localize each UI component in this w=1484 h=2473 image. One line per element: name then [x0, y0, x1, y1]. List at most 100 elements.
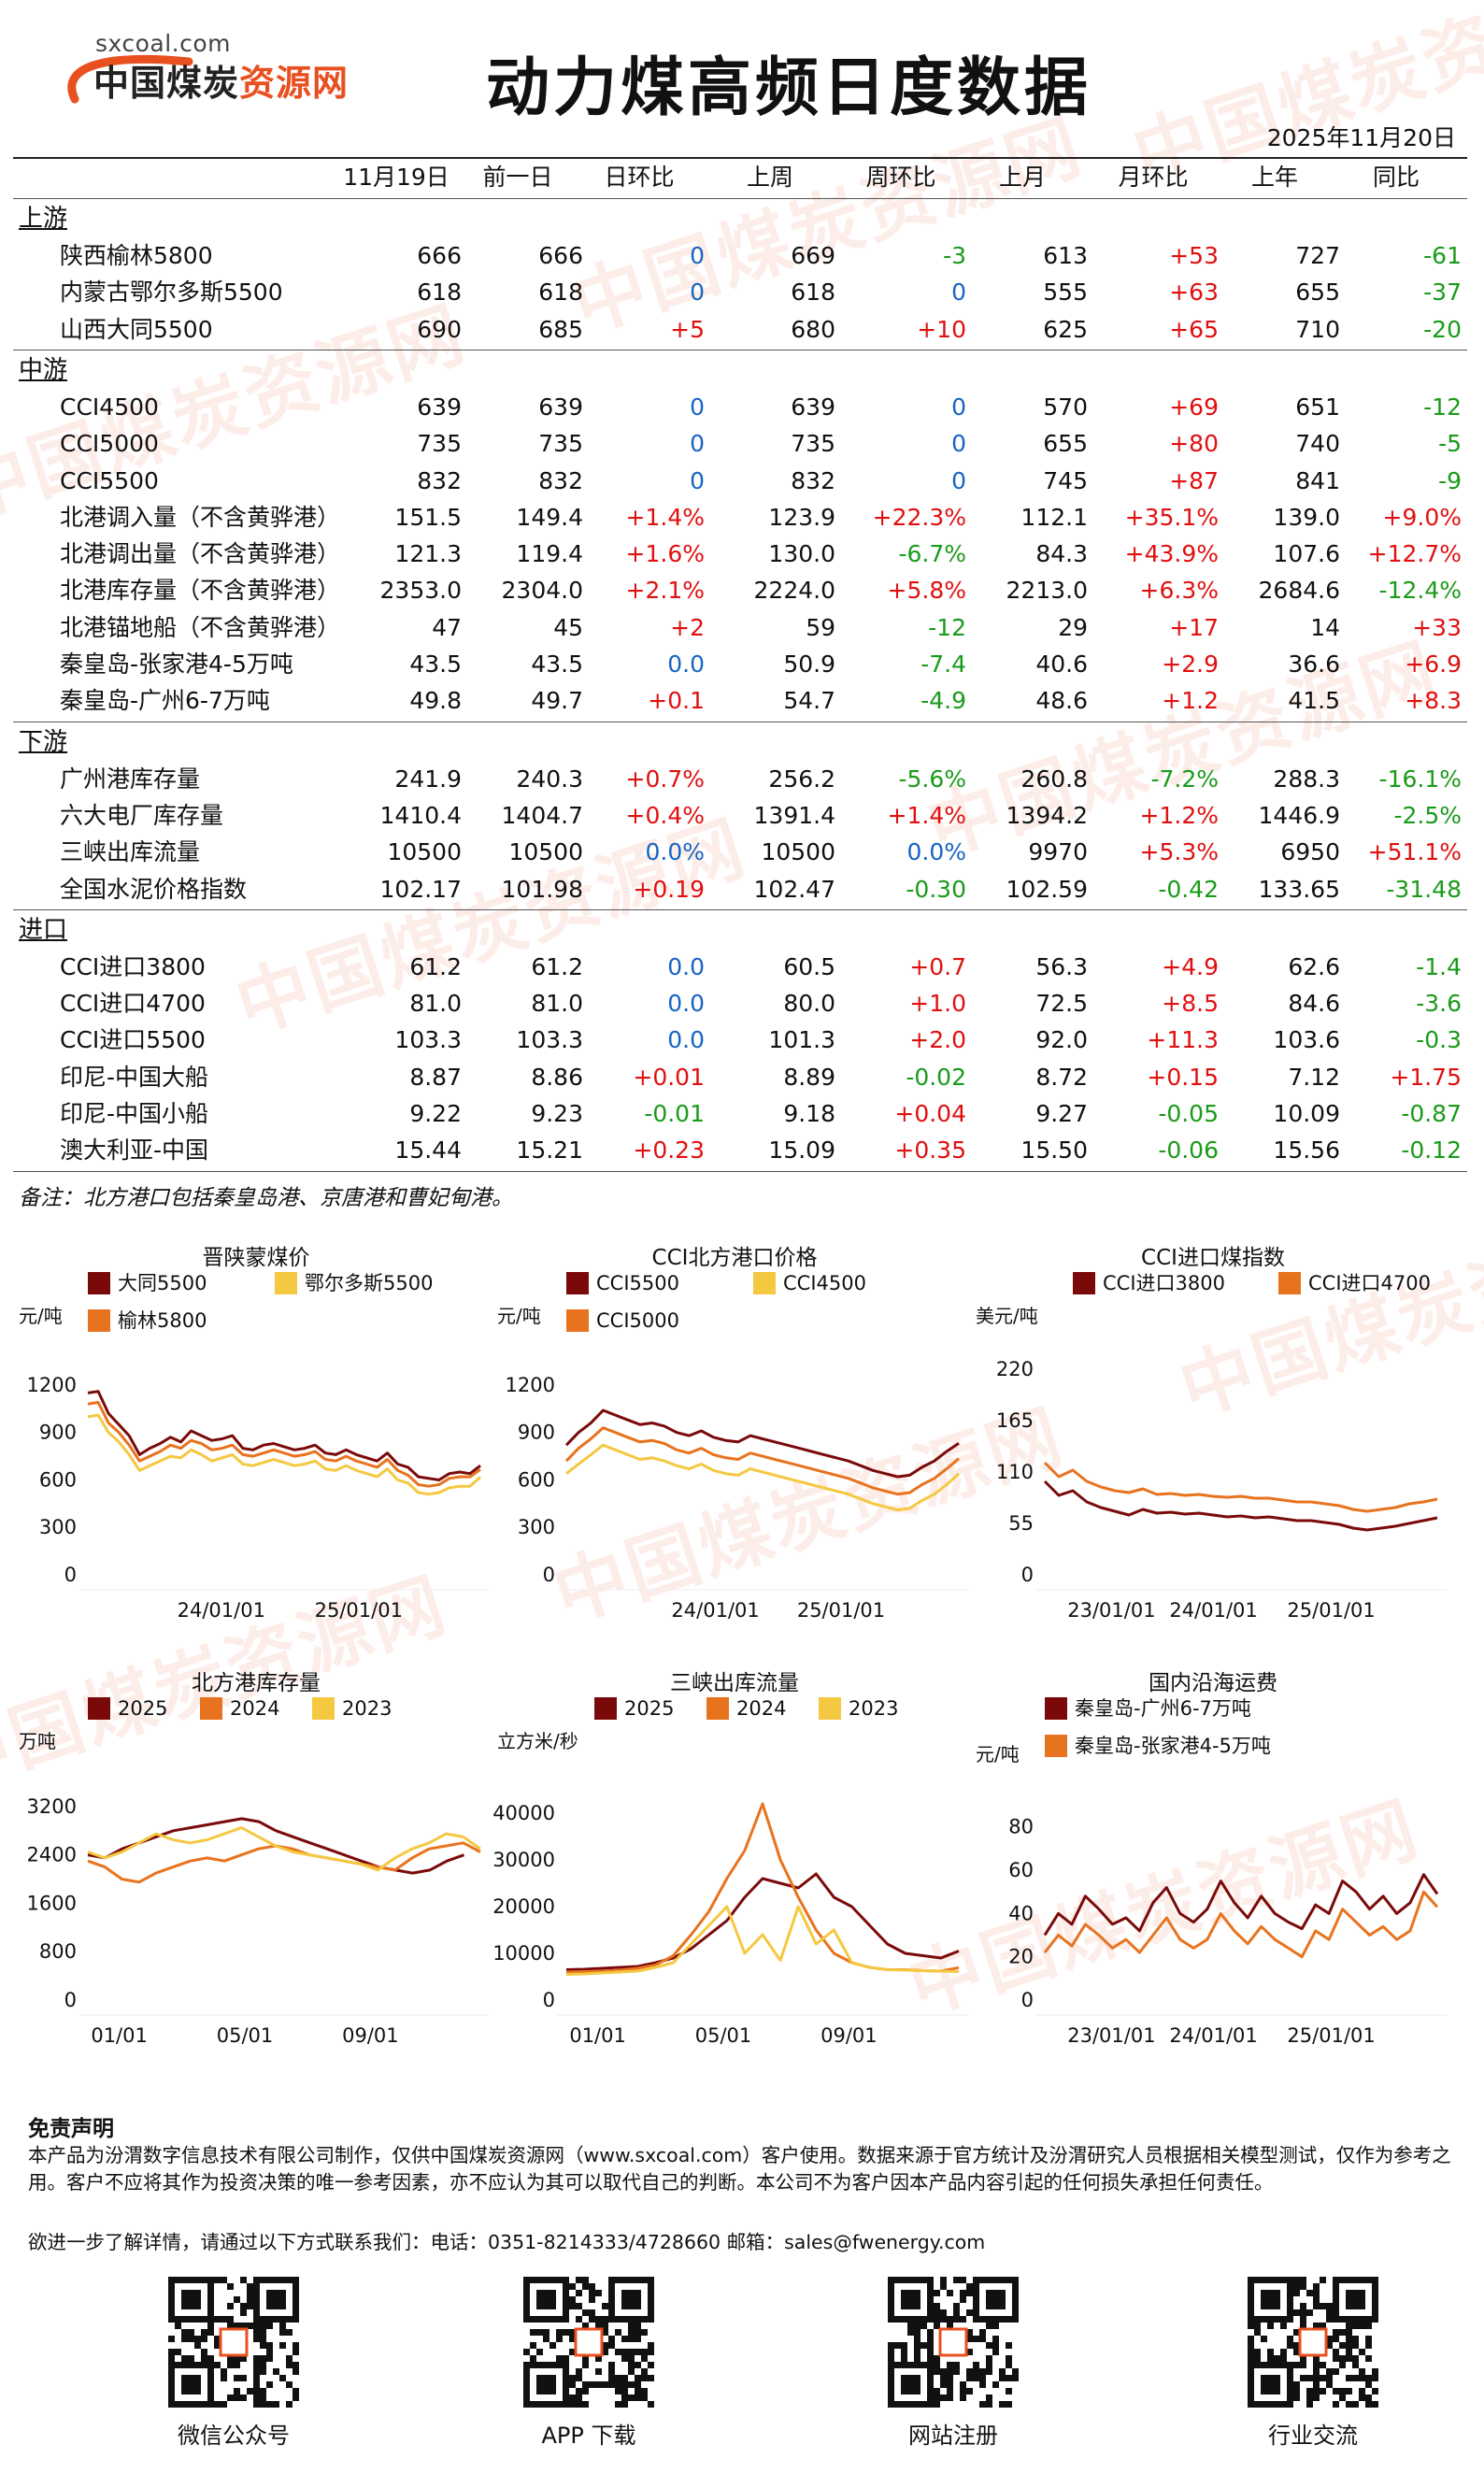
chart-title: 三峡出库流量 — [670, 1671, 799, 1695]
chart-plot: 1200 900 600 300 0 24/01/01 25/01/01 — [27, 1374, 490, 1622]
table-row: 山西大同5500 690 685 +5 680 +10 625 +65 710 -20 — [13, 311, 1467, 349]
chart-plot: 40000 30000 20000 10000 0 01/01 05/01 09/01 — [492, 1802, 968, 2047]
x-tick-label: 25/01/01 — [315, 1599, 403, 1622]
value-cell: 735 — [417, 430, 462, 458]
value-cell: 240.3 — [516, 765, 583, 793]
change-value: -5.6% — [898, 765, 966, 793]
change-value: -7.2% — [1150, 765, 1219, 793]
value-cell: 50.9 — [783, 650, 835, 678]
value-cell: 84.3 — [1035, 540, 1088, 568]
value-cell: 735 — [538, 430, 583, 458]
table-row: 全国水泥价格指数 102.17 101.98 +0.19 102.47 -0.30 102.… — [13, 871, 1467, 908]
value-cell: 8.72 — [1035, 1063, 1088, 1091]
row-label: 广州港库存量 — [60, 765, 201, 793]
row-label: 北港库存量（不含黄骅港） — [60, 577, 341, 605]
qr-pattern — [168, 2277, 299, 2408]
row-label: 北港锚地船（不含黄骅港） — [60, 613, 341, 641]
value-cell: 2304.0 — [501, 577, 583, 605]
change-value: 0.0 — [667, 1026, 705, 1054]
value-cell: 49.8 — [409, 687, 462, 715]
change-value: +1.0 — [909, 990, 966, 1018]
qr-code-icon — [168, 2277, 299, 2408]
value-cell: 61.2 — [409, 952, 462, 980]
value-cell: 832 — [538, 466, 583, 494]
y-axis-label: 立方米/秒 — [497, 1730, 578, 1752]
series-line-0 — [564, 1408, 960, 1479]
change-value: +33 — [1412, 613, 1462, 641]
change-value: +2.9 — [1162, 650, 1219, 678]
y-tick-label: 900 — [518, 1422, 555, 1444]
column-header: 月环比 — [1118, 164, 1189, 191]
y-tick-label: 900 — [39, 1422, 77, 1444]
change-value: -3.6 — [1416, 990, 1462, 1018]
change-value: +6.9 — [1405, 650, 1462, 678]
change-value: -6.7% — [898, 540, 966, 568]
value-cell: 14 — [1310, 613, 1340, 641]
series-line-1 — [565, 1443, 960, 1512]
value-cell: 1394.2 — [1006, 801, 1088, 829]
column-header: 日环比 — [604, 164, 675, 191]
table-row: 北港锚地船（不含黄骅港） 47 45 +2 59 -12 29 +17 14 +33 — [13, 609, 1467, 647]
table-rule — [13, 1170, 1467, 1172]
chart-title: 国内沿海运费 — [1149, 1671, 1277, 1695]
contact-info: 欲进一步了解详情，请通过以下方式联系我们：电话：0351-8214333/472… — [28, 2231, 986, 2253]
value-cell: 61.2 — [531, 952, 583, 980]
column-header: 11月19日 — [343, 164, 449, 191]
value-cell: 15.44 — [394, 1136, 462, 1165]
change-value: +1.4% — [887, 801, 966, 829]
qr-code-icon — [888, 2277, 1019, 2408]
value-cell: 832 — [417, 466, 462, 494]
value-cell: 727 — [1295, 242, 1340, 269]
legend-label: 2025 — [624, 1697, 675, 1720]
y-tick-label: 0 — [64, 1989, 77, 2011]
change-value: -31.48 — [1386, 875, 1462, 903]
series-line-1 — [87, 1841, 481, 1884]
change-value: +5.3% — [1139, 838, 1219, 866]
value-cell: 81.0 — [409, 990, 462, 1018]
y-axis-label: 万吨 — [19, 1730, 56, 1752]
change-value: +2.0 — [909, 1026, 966, 1054]
y-tick-label: 40 — [1008, 1902, 1034, 1924]
value-cell: 1410.4 — [379, 801, 462, 829]
change-value: -4.9 — [920, 687, 966, 715]
x-tick-label: 25/01/01 — [797, 1599, 885, 1622]
change-value: -12 — [1423, 393, 1462, 421]
row-label: CCI进口4700 — [60, 990, 206, 1018]
row-label: 北港调出量（不含黄骅港） — [60, 540, 341, 568]
value-cell: 685 — [538, 315, 583, 343]
y-tick-label: 40000 — [492, 1802, 555, 1824]
value-cell: 9.27 — [1035, 1100, 1088, 1127]
change-value: +0.19 — [633, 875, 705, 903]
change-value: +8.5 — [1162, 990, 1219, 1018]
section-label: 进口 — [19, 915, 68, 944]
legend-label: 2023 — [849, 1697, 899, 1720]
x-tick-label: 09/01 — [342, 2024, 399, 2047]
y-tick-label: 600 — [39, 1468, 77, 1491]
table-row: 北港调入量（不含黄骅港） 151.5 149.4 +1.4% 123.9 +22.3% 11… — [13, 499, 1467, 536]
legend-label: 2024 — [736, 1697, 787, 1720]
legend-swatch — [753, 1272, 776, 1294]
change-value: -0.30 — [906, 875, 966, 903]
chart-c3: CCI进口煤指数 美元/吨 CCI进口3800 CCI进口4700 220 165 110 5… — [970, 1234, 1456, 1636]
legend-label: CCI4500 — [783, 1272, 866, 1294]
value-cell: 36.6 — [1288, 650, 1340, 678]
legend-item: CCI5500 — [566, 1271, 679, 1295]
change-value: +35.1% — [1124, 503, 1219, 531]
y-tick-label: 55 — [1008, 1512, 1034, 1535]
change-value: +2.1% — [625, 577, 705, 605]
row-label: 秦皇岛-广州6-7万吨 — [60, 687, 270, 715]
legend-swatch — [200, 1697, 222, 1720]
value-cell: 710 — [1295, 315, 1340, 343]
qr-label: 微信公众号 — [178, 2423, 290, 2449]
section-label: 下游 — [19, 727, 68, 756]
legend-item: 榆林5800 — [88, 1308, 207, 1333]
value-cell: 81.0 — [531, 990, 583, 1018]
change-value: -5 — [1438, 430, 1462, 458]
legend-label: 鄂尔多斯5500 — [305, 1272, 434, 1294]
x-tick-label: 24/01/01 — [1169, 2024, 1257, 2047]
legend-item: 秦皇岛-广州6-7万吨 — [1045, 1696, 1251, 1721]
change-value: -0.12 — [1401, 1136, 1462, 1165]
value-cell: 2224.0 — [753, 577, 835, 605]
qr-pattern — [523, 2277, 654, 2408]
table-row: CCI进口4700 81.0 81.0 0.0 80.0 +1.0 72.5 +8.5 84.6… — [13, 985, 1467, 1022]
